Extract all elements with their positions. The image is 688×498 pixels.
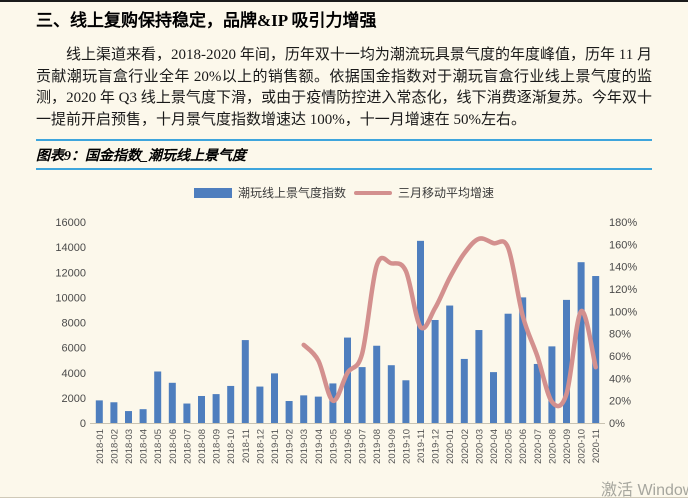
svg-text:120%: 120% — [609, 284, 637, 296]
bar-series-label: 潮玩线上景气度指数 — [237, 186, 346, 200]
svg-text:2019-05: 2019-05 — [328, 429, 339, 464]
svg-text:4000: 4000 — [62, 368, 86, 380]
svg-text:2018-06: 2018-06 — [168, 429, 179, 464]
svg-text:8000: 8000 — [62, 318, 86, 330]
svg-text:2018-10: 2018-10 — [226, 429, 237, 464]
svg-text:2018-07: 2018-07 — [182, 429, 193, 464]
svg-text:2018-08: 2018-08 — [197, 429, 208, 464]
svg-text:2020-03: 2020-03 — [474, 429, 485, 464]
legend-item-bar-series: 潮玩线上景气度指数 — [193, 184, 346, 201]
svg-text:2019-02: 2019-02 — [285, 429, 296, 464]
svg-text:180%: 180% — [609, 217, 637, 229]
svg-text:2019-10: 2019-10 — [401, 429, 412, 464]
svg-text:2018-11: 2018-11 — [241, 429, 252, 463]
svg-text:14000: 14000 — [55, 242, 86, 254]
svg-text:2020-10: 2020-10 — [577, 429, 588, 464]
svg-text:12000: 12000 — [55, 267, 86, 279]
svg-text:10000: 10000 — [55, 292, 86, 304]
svg-text:100%: 100% — [609, 306, 637, 318]
svg-text:2019-09: 2019-09 — [387, 429, 398, 464]
svg-text:2020-05: 2020-05 — [504, 429, 515, 464]
svg-text:2020-04: 2020-04 — [489, 429, 500, 464]
activate-windows-watermark: 激活 Windows — [601, 482, 688, 498]
svg-text:2018-09: 2018-09 — [212, 429, 223, 464]
svg-text:2020-08: 2020-08 — [547, 429, 558, 464]
svg-text:2019-06: 2019-06 — [343, 429, 354, 464]
svg-text:2019-11: 2019-11 — [416, 429, 427, 463]
chart-area: 0 2000 4000 6000 8000 10000 12000 14000 16000 0% 2… — [36, 211, 652, 483]
figure-caption-block: 图表9：国金指数_潮玩线上景气度 — [36, 139, 652, 170]
svg-text:6000: 6000 — [62, 343, 86, 355]
body-paragraph: 线上渠道来看，2018-2020 年间，历年双十一均为潮流玩具景气度的年度峰值，… — [36, 47, 652, 128]
svg-text:2019-04: 2019-04 — [314, 429, 325, 464]
svg-text:2020-06: 2020-06 — [518, 429, 529, 464]
svg-text:2019-07: 2019-07 — [358, 429, 369, 464]
svg-text:2018-02: 2018-02 — [109, 429, 120, 464]
svg-text:2000: 2000 — [62, 393, 86, 405]
svg-text:2019-08: 2019-08 — [372, 429, 383, 464]
svg-text:2019-12: 2019-12 — [431, 429, 442, 464]
svg-text:2019-03: 2019-03 — [299, 429, 310, 464]
svg-text:2018-05: 2018-05 — [153, 429, 164, 464]
svg-text:2018-12: 2018-12 — [255, 429, 266, 464]
line-series-swatch-icon — [354, 190, 392, 195]
svg-text:0: 0 — [80, 418, 86, 430]
svg-text:2018-01: 2018-01 — [95, 429, 106, 464]
svg-text:2018-04: 2018-04 — [139, 429, 150, 464]
svg-text:2020-02: 2020-02 — [460, 429, 471, 464]
svg-text:20%: 20% — [609, 396, 631, 408]
svg-text:140%: 140% — [609, 262, 637, 274]
svg-text:2020-11: 2020-11 — [591, 429, 602, 463]
svg-text:2019-01: 2019-01 — [270, 429, 281, 464]
svg-text:2020-07: 2020-07 — [533, 429, 544, 464]
chart-legend: 潮玩线上景气度指数 三月移动平均增速 — [36, 184, 652, 201]
svg-text:16000: 16000 — [55, 217, 86, 229]
figure-caption: 图表9：国金指数_潮玩线上景气度 — [36, 149, 246, 164]
svg-text:2020-09: 2020-09 — [562, 429, 573, 464]
svg-text:80%: 80% — [609, 329, 631, 341]
svg-text:160%: 160% — [609, 239, 637, 251]
combo-chart: 0 2000 4000 6000 8000 10000 12000 14000 16000 0% 2… — [55, 217, 637, 464]
section-title: 三、线上复购保持稳定，品牌&IP 吸引力增强 — [36, 11, 377, 30]
svg-text:0%: 0% — [609, 418, 625, 430]
line-series-label: 三月移动平均增速 — [398, 186, 495, 200]
svg-text:2018-03: 2018-03 — [124, 429, 135, 464]
legend-item-line-series: 三月移动平均增速 — [354, 184, 494, 201]
svg-text:40%: 40% — [609, 373, 631, 385]
bar-series-swatch-icon — [193, 187, 232, 198]
svg-text:60%: 60% — [609, 351, 631, 363]
svg-text:2020-01: 2020-01 — [445, 429, 456, 464]
